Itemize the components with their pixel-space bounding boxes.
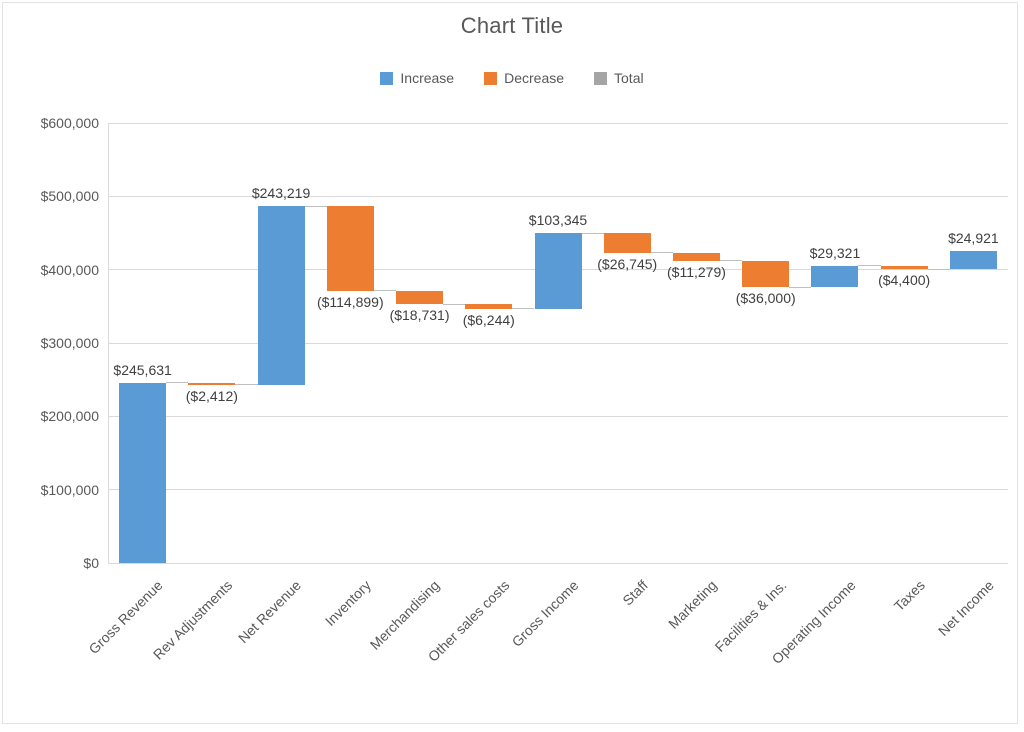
bar-rev-adjustments[interactable] bbox=[188, 382, 236, 385]
legend-item-increase[interactable]: Increase bbox=[380, 70, 454, 86]
connector-line bbox=[650, 252, 673, 254]
connector-line bbox=[304, 205, 327, 207]
data-label: $245,631 bbox=[113, 361, 172, 378]
legend-swatch-increase bbox=[380, 71, 394, 85]
y-axis-tick-label: $200,000 bbox=[40, 408, 99, 425]
data-label: ($6,244) bbox=[462, 311, 515, 328]
gridline-$500,000 bbox=[108, 195, 1008, 197]
x-axis-category-label: Facilities & Ins. bbox=[711, 577, 790, 655]
y-axis-line bbox=[107, 123, 109, 563]
x-axis-category-label: Gross Revenue bbox=[85, 577, 166, 658]
chart-legend: Increase Decrease Total bbox=[0, 70, 1024, 86]
gridline-$300,000 bbox=[108, 342, 1008, 344]
legend-swatch-decrease bbox=[484, 71, 498, 85]
y-axis-tick-label: $100,000 bbox=[40, 481, 99, 498]
bar-net-income[interactable] bbox=[949, 250, 997, 270]
legend-label: Increase bbox=[400, 70, 455, 86]
bar-staff[interactable] bbox=[603, 233, 651, 253]
bar-inventory[interactable] bbox=[326, 206, 374, 291]
legend-label: Decrease bbox=[504, 70, 565, 86]
data-label: ($2,412) bbox=[185, 387, 238, 404]
y-axis-tick-label: $400,000 bbox=[40, 261, 99, 278]
data-label: ($11,279) bbox=[667, 263, 726, 280]
x-axis-category-label: Merchandising bbox=[367, 577, 443, 653]
x-axis-category-label: Inventory bbox=[321, 577, 374, 630]
x-axis-category-label: Net Revenue bbox=[235, 577, 305, 647]
y-axis-tick-label: $500,000 bbox=[40, 188, 99, 205]
legend-item-total[interactable]: Total bbox=[594, 70, 644, 86]
data-label: ($18,731) bbox=[389, 307, 450, 324]
data-label: ($36,000) bbox=[735, 290, 796, 307]
bar-gross-income[interactable] bbox=[534, 233, 582, 309]
data-label: ($4,400) bbox=[878, 272, 931, 289]
data-label: $29,321 bbox=[809, 244, 861, 261]
data-label: ($26,745) bbox=[597, 255, 658, 272]
chart-title: Chart Title bbox=[460, 13, 564, 38]
x-axis-category-label: Net Income bbox=[934, 577, 997, 639]
connector-line bbox=[373, 290, 397, 292]
x-axis-category-label: Marketing bbox=[665, 577, 720, 632]
connector-line bbox=[789, 286, 812, 288]
connector-line bbox=[927, 268, 950, 270]
bar-net-revenue[interactable] bbox=[257, 206, 305, 385]
x-axis-category-label: Taxes bbox=[890, 577, 928, 615]
connector-line bbox=[443, 303, 466, 305]
gridline-$100,000 bbox=[108, 489, 1008, 491]
bar-facilities-ins-[interactable] bbox=[742, 260, 790, 288]
y-axis-tick-label: $600,000 bbox=[40, 115, 99, 131]
legend-item-decrease[interactable]: Decrease bbox=[484, 70, 564, 86]
connector-line bbox=[166, 382, 189, 384]
y-axis-tick-label: $300,000 bbox=[40, 335, 99, 351]
connector-line bbox=[858, 265, 881, 267]
gridline-$200,000 bbox=[108, 415, 1008, 417]
connector-line bbox=[235, 384, 258, 386]
gridline-$0 bbox=[108, 562, 1008, 564]
bar-gross-revenue[interactable] bbox=[119, 382, 167, 563]
legend-label: Total bbox=[614, 70, 644, 86]
connector-line bbox=[581, 232, 604, 234]
data-label: $243,219 bbox=[251, 185, 311, 202]
bar-marketing[interactable] bbox=[672, 252, 720, 261]
x-axis-category-label: Gross Income bbox=[508, 577, 582, 650]
data-label: $103,345 bbox=[528, 212, 588, 229]
bar-taxes[interactable] bbox=[880, 265, 928, 270]
data-label: ($114,899) bbox=[316, 293, 384, 310]
bar-operating-income[interactable] bbox=[811, 265, 859, 288]
legend-swatch-total bbox=[594, 71, 608, 85]
connector-line bbox=[512, 308, 535, 310]
data-label: $24,921 bbox=[948, 229, 999, 246]
bar-merchandising[interactable] bbox=[396, 290, 444, 305]
x-axis-category-label: Staff bbox=[619, 577, 651, 609]
gridline-$600,000 bbox=[108, 122, 1008, 124]
y-axis-tick-label: $0 bbox=[83, 555, 99, 571]
connector-line bbox=[719, 260, 743, 262]
bar-other-sales-costs[interactable] bbox=[465, 304, 513, 309]
